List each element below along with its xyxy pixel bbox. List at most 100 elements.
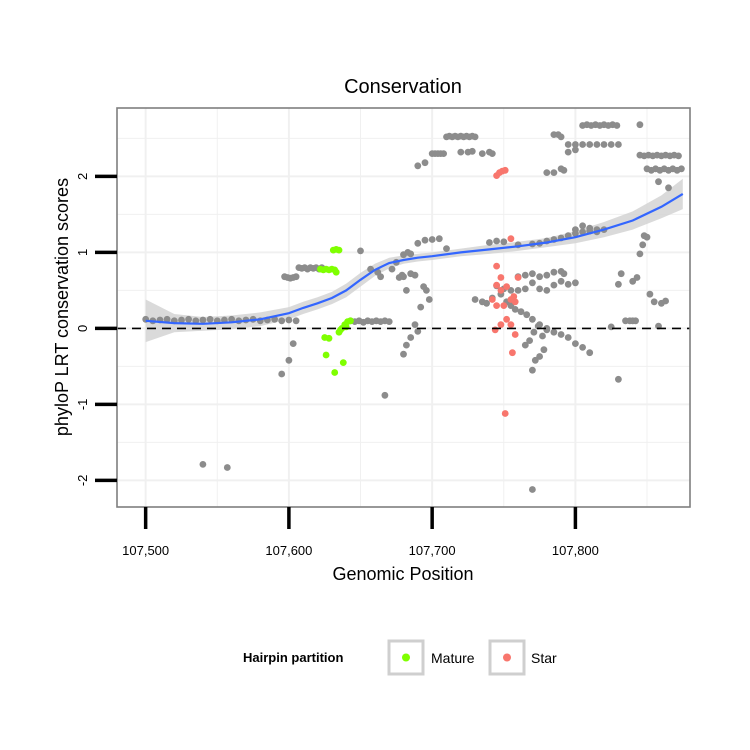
data-point-other	[665, 184, 672, 192]
data-point-star	[509, 349, 516, 357]
data-point-star	[497, 321, 505, 328]
data-point-other	[289, 340, 297, 347]
data-point-other	[468, 147, 476, 155]
data-point-other	[206, 315, 214, 323]
data-point-other	[407, 250, 415, 258]
data-point-other	[199, 316, 207, 324]
data-point-other	[662, 297, 669, 305]
data-point-other	[517, 308, 525, 316]
data-point-other	[471, 296, 479, 303]
data-point-other	[228, 315, 236, 323]
data-point-other	[440, 150, 447, 158]
data-point-other	[550, 281, 558, 289]
data-point-other	[278, 370, 286, 378]
data-point-other	[636, 121, 644, 129]
y-axis-ticks: -2 -1 0 1 2	[75, 173, 117, 486]
data-point-star	[500, 302, 508, 309]
data-point-other	[523, 311, 531, 319]
data-point-other	[511, 306, 519, 313]
data-point-other	[185, 315, 193, 323]
data-point-other	[593, 141, 601, 148]
data-point-star	[493, 281, 500, 289]
data-point-other	[407, 334, 415, 341]
data-point-other	[579, 228, 586, 236]
data-point-other	[385, 318, 393, 325]
data-point-other	[650, 298, 658, 306]
data-point-other	[536, 273, 543, 281]
data-point-star	[514, 274, 522, 281]
data-point-other	[423, 287, 430, 294]
data-point-other	[607, 323, 615, 331]
data-point-other	[540, 346, 548, 354]
data-point-star	[493, 302, 500, 309]
data-point-other	[417, 303, 425, 311]
data-point-other	[557, 133, 565, 141]
data-point-other	[381, 391, 389, 399]
data-point-other	[632, 317, 639, 325]
data-point-mature	[332, 268, 340, 276]
data-point-star	[497, 287, 505, 294]
legend-label-star: Star	[531, 650, 557, 666]
data-point-other	[572, 340, 579, 347]
x-tick-label: 107,600	[265, 543, 312, 558]
data-point-other	[579, 222, 586, 230]
data-point-other	[478, 150, 486, 158]
data-point-other	[435, 235, 443, 243]
data-point-star	[503, 283, 510, 290]
y-axis-title: phyloP LRT conservation scores	[52, 178, 72, 436]
data-point-other	[471, 133, 479, 141]
x-tick-label: 107,700	[409, 543, 456, 558]
data-point-other	[557, 331, 565, 338]
plot-panel	[117, 108, 690, 507]
data-point-other	[292, 317, 300, 325]
data-point-other	[421, 236, 429, 244]
legend: Hairpin partition Mature Star	[243, 639, 557, 676]
data-point-other	[572, 279, 579, 287]
data-point-other	[425, 296, 433, 303]
data-point-star	[511, 331, 519, 338]
data-point-other	[500, 238, 508, 246]
data-point-other	[643, 233, 651, 241]
star-points	[488, 166, 522, 417]
data-point-other	[514, 287, 522, 294]
data-point-other	[564, 280, 572, 288]
confidence-band	[145, 178, 683, 343]
data-point-other	[607, 141, 615, 148]
data-point-other	[560, 270, 568, 278]
data-point-other	[292, 273, 300, 281]
data-point-other	[278, 317, 286, 325]
data-point-star	[507, 235, 515, 243]
y-tick-label: 2	[75, 173, 90, 180]
data-point-star	[488, 296, 496, 303]
data-point-other	[572, 146, 579, 154]
data-point-other	[411, 271, 419, 279]
legend-label-mature: Mature	[431, 650, 475, 666]
data-point-other	[613, 122, 621, 129]
data-point-star	[510, 293, 518, 300]
x-axis-ticks: 107,500 107,600 107,700 107,800	[122, 507, 599, 558]
data-point-other	[675, 152, 682, 160]
legend-marker-mature	[402, 653, 410, 662]
smooth-trend-line	[145, 192, 684, 325]
data-point-other	[403, 287, 410, 294]
data-point-star	[507, 321, 515, 328]
data-point-other	[285, 316, 293, 324]
data-point-other	[529, 279, 536, 287]
data-point-other	[600, 141, 608, 148]
chart-title: Conservation	[344, 76, 462, 98]
data-point-other	[564, 148, 572, 156]
data-point-other	[557, 277, 565, 285]
data-point-other	[550, 328, 558, 336]
data-point-other	[178, 316, 185, 324]
data-point-other	[493, 237, 500, 245]
data-point-other	[586, 349, 594, 357]
data-point-other	[400, 273, 407, 281]
data-point-other	[543, 271, 551, 279]
data-point-other	[483, 299, 490, 307]
data-point-other	[543, 169, 551, 177]
data-point-mature	[335, 246, 343, 254]
data-point-other	[564, 141, 572, 148]
data-point-other	[550, 268, 558, 276]
data-point-other	[526, 337, 533, 344]
